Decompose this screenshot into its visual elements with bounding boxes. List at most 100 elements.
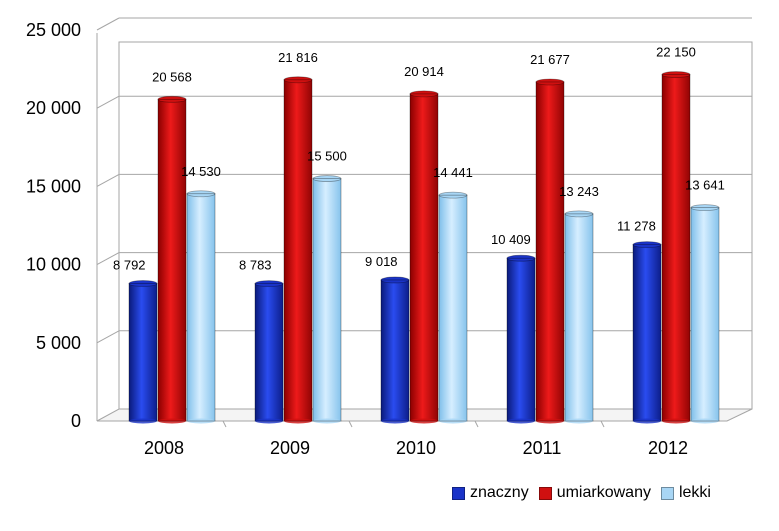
bar-top [506,254,536,262]
bar-body [565,213,593,421]
bar-body [187,193,215,421]
bar-base [255,418,283,424]
bar-umiarkowany-2009 [283,76,313,424]
x-tick-mark [222,420,227,428]
bar-top [438,191,468,199]
bar-outline [661,74,691,422]
legend-swatch-lekki [660,486,674,500]
bar-body [158,99,186,422]
bar-body [129,283,157,421]
bar-base [633,418,661,424]
x-tick-mark [600,420,605,428]
bar-znaczny-2011 [506,254,536,424]
bar-base [691,418,719,424]
y-tick-label: 0 [71,411,81,431]
bar-base [187,418,215,424]
x-tick-mark [474,420,479,428]
y-tick-label: 15 000 [26,176,81,196]
bar-outline [535,81,565,422]
bar-outline [380,279,410,422]
bar-base [536,418,564,424]
data-label: 14 530 [181,164,221,179]
bar-outline [283,79,313,422]
x-tick-label: 2010 [396,438,436,458]
bar-top [283,76,313,84]
bar-top [632,241,662,249]
bar-body [536,81,564,422]
bar-outline [564,213,594,422]
bar-top [186,190,216,198]
data-label: 13 641 [685,178,725,193]
data-label: 20 914 [404,64,444,79]
bar-body [507,258,535,421]
bar-top [409,90,439,98]
bar-lekki-2012 [690,204,720,424]
bar-top [157,95,187,103]
bars [128,71,720,424]
bar-umiarkowany-2008 [157,95,187,424]
legend-item-umiarkowany: umiarkowany [538,484,651,502]
bar-outline [312,178,342,422]
bar-body [633,244,661,421]
labels: 0 5 000 10 000 15 000 20 000 25 000 2008 2009 20… [26,20,725,458]
bar-body [439,195,467,421]
bar-body [410,93,438,422]
data-label: 8 783 [239,258,272,273]
x-tick-label: 2008 [144,438,184,458]
legend-swatch-znaczny [452,486,465,500]
bar-outline [438,194,468,422]
bar-base [129,418,157,424]
data-label: 9 018 [365,254,398,269]
bar-lekki-2011 [564,210,594,424]
bar-outline [157,98,187,422]
bar-znaczny-2010 [380,276,410,424]
bar-lekki-2010 [438,191,468,424]
bar-outline [690,207,720,422]
legend-item-znaczny: znaczny [452,484,529,502]
legend-label-lekki: lekki [678,484,711,501]
bar-base [565,418,593,424]
bar-top [380,276,410,284]
data-label: 15 500 [307,149,347,164]
bar-outline [186,193,216,422]
gridline-diagonal [96,17,120,31]
bar-body [313,178,341,421]
y-tick-label: 25 000 [26,20,81,40]
data-label: 13 243 [559,184,599,199]
legend-label-umiarkowany: umiarkowany [556,484,651,501]
bar-outline [128,283,158,422]
bar-base [662,418,690,424]
bar-znaczny-2008 [128,280,158,424]
bar-umiarkowany-2012 [661,71,691,424]
bar-base [158,418,186,424]
x-tick-label: 2009 [270,438,310,458]
gridline-diagonal [96,173,120,187]
bar-umiarkowany-2011 [535,78,565,424]
bar-base [284,418,312,424]
bar-base [410,418,438,424]
data-label: 10 409 [491,232,531,247]
bar-lekki-2008 [186,190,216,424]
bar-top [535,78,565,86]
bar-body [381,279,409,421]
data-label: 21 677 [530,52,570,67]
bar-body [255,283,283,421]
bar-top [564,210,594,218]
bar-body [691,207,719,421]
bar-base [439,418,467,424]
bar-outline [254,283,284,422]
data-label: 14 441 [433,165,473,180]
bar-umiarkowany-2010 [409,90,439,424]
bar-top [128,280,158,287]
bar-outline [409,93,439,422]
bar-outline [632,244,662,422]
legend: znaczny umiarkowany lekki [452,484,721,502]
gridline-diagonal [96,330,120,344]
legend-swatch-umiarkowany [538,486,552,500]
data-label: 20 568 [152,69,192,84]
bar-znaczny-2012 [632,241,662,424]
data-label: 21 816 [278,50,318,65]
legend-item-lekki: lekki [660,484,711,502]
bar-top [661,71,691,78]
y-tick-label: 5 000 [36,333,81,353]
